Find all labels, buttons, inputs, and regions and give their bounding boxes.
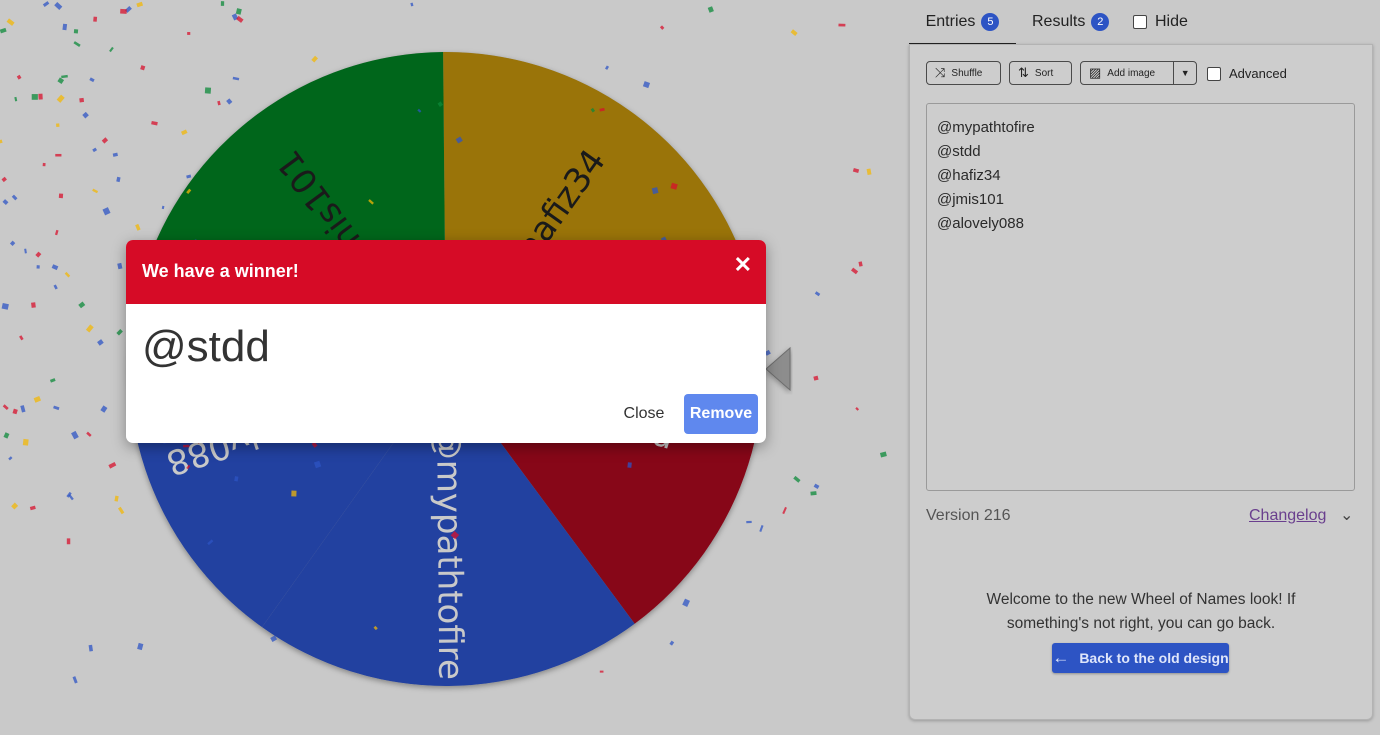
entry-line: @alovely088 (937, 215, 1024, 232)
sort-icon: ⇅ (1018, 65, 1029, 80)
back-to-old-design-button[interactable]: ← Back to the old design (1052, 643, 1229, 673)
close-button[interactable]: Close (623, 405, 665, 422)
entry-line: @stdd (937, 143, 981, 160)
hide-label: Hide (1155, 12, 1188, 30)
triangle-pointer-icon (765, 346, 791, 392)
tab-entries-label: Entries (925, 12, 976, 30)
version-label: Version 216 (926, 507, 1011, 524)
arrow-left-icon: ← (1052, 648, 1070, 667)
changelog-link[interactable]: Changelog (1249, 507, 1327, 524)
entries-count-badge: 5 (981, 12, 1000, 31)
close-icon[interactable]: ✕ (733, 252, 752, 277)
tab-results-label: Results (1032, 12, 1086, 30)
advanced-checkbox[interactable] (1207, 66, 1221, 81)
tab-results[interactable]: Results 2 (1032, 0, 1110, 43)
remove-button[interactable]: Remove (684, 394, 758, 434)
shuffle-button[interactable]: ⤨ Shuffle (926, 61, 1001, 85)
winner-name: @stdd (142, 322, 270, 371)
wheel-slice-label: @mypathtofire (428, 426, 470, 681)
advanced-label: Advanced (1229, 66, 1287, 81)
image-icon: ▨ (1089, 65, 1102, 80)
sort-label: Sort (1034, 67, 1054, 79)
entry-line: @mypathtofire (937, 119, 1035, 136)
hide-toggle[interactable]: Hide (1133, 0, 1188, 43)
winner-dialog: We have a winner! ✕ @stdd Close Remove (126, 240, 766, 443)
advanced-toggle[interactable]: Advanced (1207, 66, 1287, 81)
results-count-badge: 2 (1091, 12, 1110, 31)
welcome-message: Welcome to the new Wheel of Names look! … (986, 591, 1296, 632)
tab-entries[interactable]: Entries 5 (909, 0, 1016, 45)
chevron-down-icon[interactable]: ⌄ (1340, 507, 1354, 524)
back-button-label: Back to the old design (1079, 650, 1229, 666)
shuffle-label: Shuffle (951, 67, 983, 79)
entry-line: @hafiz34 (937, 167, 1001, 184)
add-image-label: Add image (1107, 67, 1156, 79)
sort-button[interactable]: ⇅ Sort (1009, 61, 1072, 85)
hide-checkbox[interactable] (1133, 14, 1147, 29)
tab-bar: Entries 5 Results 2 Hide (909, 0, 1380, 45)
entries-panel: ⤨ Shuffle ⇅ Sort ▨ Add image ▼ Advanced … (909, 44, 1373, 720)
entry-line: @jmis101 (937, 191, 1004, 208)
shuffle-icon: ⤨ (935, 65, 946, 80)
add-image-dropdown-icon[interactable]: ▼ (1180, 68, 1190, 78)
dialog-title: We have a winner! (142, 261, 299, 281)
entries-textarea[interactable]: @mypathtofire @stdd @hafiz34 @jmis101 @a… (926, 103, 1355, 491)
wheel-slice (262, 369, 635, 687)
dialog-header: We have a winner! ✕ (126, 240, 766, 304)
add-image-button[interactable]: ▨ Add image ▼ (1080, 61, 1197, 85)
